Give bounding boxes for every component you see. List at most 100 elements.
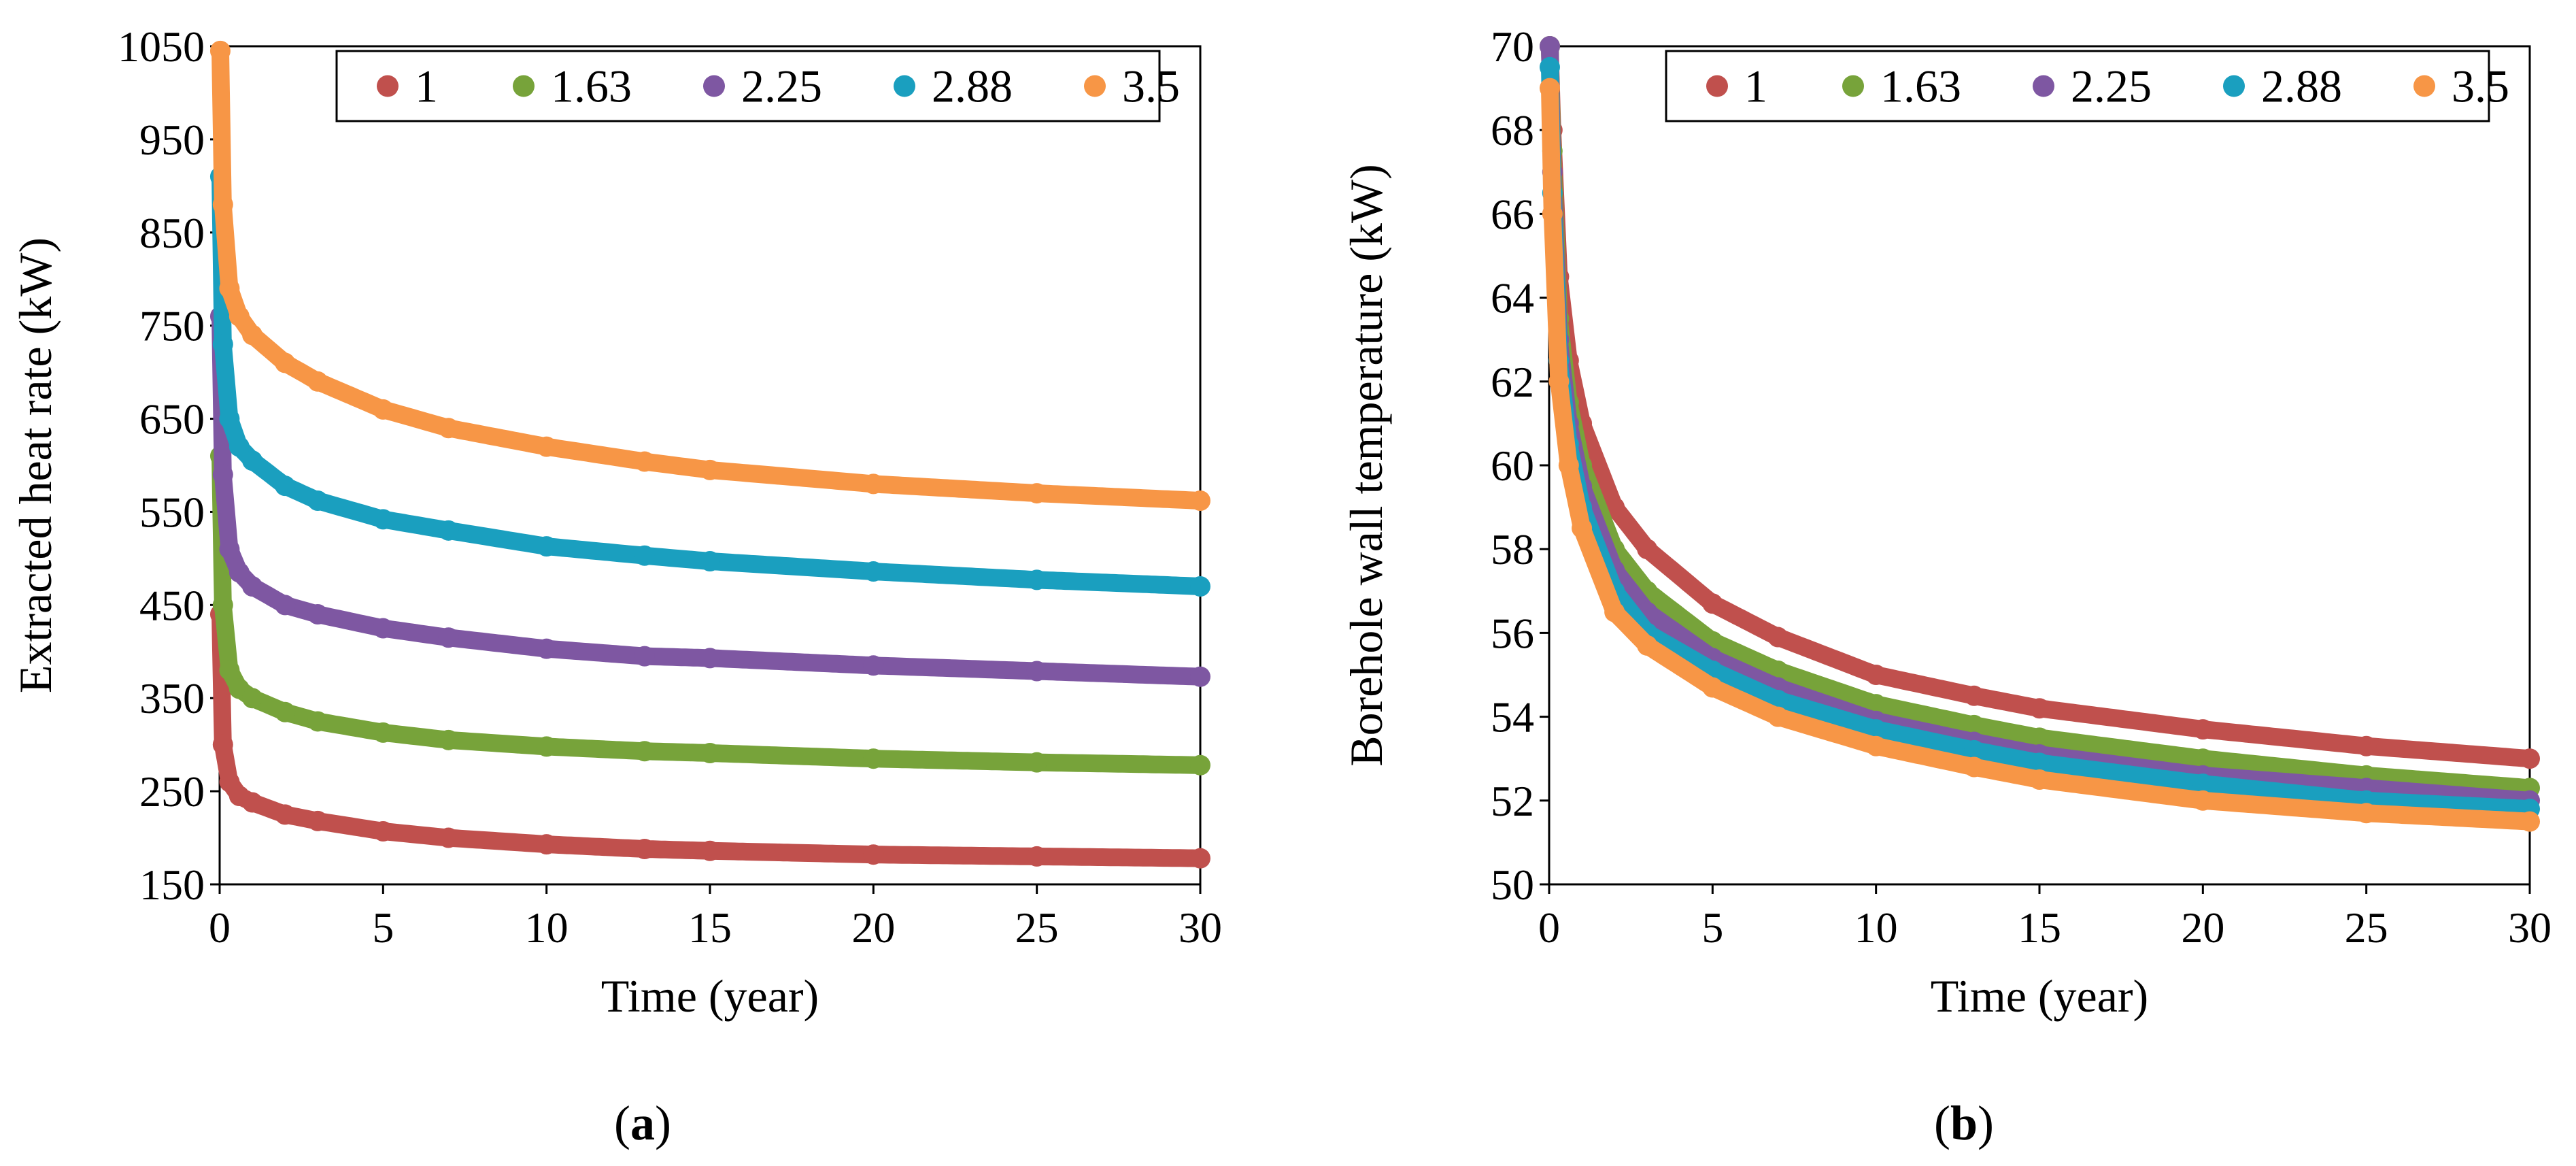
data-point — [2029, 698, 2050, 719]
series-3.5 — [1539, 78, 2540, 832]
legend-marker — [703, 75, 725, 97]
panel-label-a: (a) — [614, 1096, 671, 1150]
y-tick-label: 62 — [1491, 358, 1534, 406]
data-point — [1190, 490, 1210, 512]
series-3.5 — [209, 40, 1210, 512]
data-point — [1865, 694, 1886, 715]
y-tick-label: 50 — [1491, 861, 1534, 909]
data-point — [1539, 56, 1560, 78]
data-point — [2192, 748, 2214, 769]
x-tick-label: 5 — [1701, 903, 1723, 952]
y-tick-label: 64 — [1491, 274, 1534, 322]
legend-label: 1 — [1744, 61, 1767, 112]
x-axis-label: Time (year) — [601, 970, 819, 1022]
x-tick-label: 10 — [525, 903, 569, 952]
data-point — [373, 722, 394, 743]
data-point — [1026, 569, 1047, 590]
data-point — [242, 450, 263, 471]
data-point — [1542, 203, 1563, 224]
data-point — [275, 476, 296, 497]
data-point — [307, 371, 328, 392]
data-point — [307, 604, 328, 625]
data-point — [1026, 752, 1047, 773]
data-point — [1572, 518, 1593, 539]
data-point — [1865, 665, 1886, 685]
data-point — [634, 646, 655, 667]
data-point — [212, 334, 233, 355]
data-point — [275, 352, 296, 373]
data-point — [1767, 706, 1789, 727]
panel-label-b: (b) — [1934, 1096, 1994, 1150]
data-point — [1767, 627, 1789, 648]
data-point — [536, 736, 557, 757]
data-point — [228, 562, 250, 583]
data-point — [863, 473, 884, 495]
data-point — [307, 490, 328, 512]
legend-marker — [1842, 75, 1864, 97]
data-point — [438, 418, 459, 439]
data-point — [2520, 748, 2540, 769]
data-point — [242, 324, 263, 346]
legend-label: 1 — [415, 61, 438, 112]
data-point — [536, 436, 557, 457]
y-tick-label: 250 — [139, 767, 205, 816]
legend-label: 2.88 — [2261, 61, 2342, 112]
data-point — [1539, 36, 1560, 56]
data-point — [536, 834, 557, 855]
data-point — [2356, 735, 2377, 756]
legend-marker — [1084, 75, 1106, 97]
data-point — [373, 509, 394, 530]
data-point — [1190, 666, 1210, 687]
data-point — [1604, 601, 1625, 622]
series-2.88 — [209, 166, 1210, 597]
legend-marker — [2033, 75, 2054, 97]
legend: 1 1.63 2.25 2.88 3.5 — [1665, 50, 2509, 122]
series-1 — [209, 604, 1210, 869]
data-point — [219, 408, 240, 429]
data-point — [1865, 735, 1886, 756]
y-tick-label: 70 — [1491, 22, 1534, 71]
data-point — [307, 810, 328, 831]
data-point — [863, 655, 884, 676]
series-2.25 — [1539, 36, 2540, 811]
data-point — [242, 688, 263, 709]
data-point — [1963, 739, 1984, 761]
y-tick-label: 350 — [139, 674, 205, 722]
legend-marker — [513, 75, 535, 97]
data-point — [219, 660, 240, 681]
data-point — [373, 820, 394, 842]
x-tick-label: 0 — [209, 903, 231, 952]
y-tick-label: 150 — [139, 861, 205, 909]
legend-box — [335, 50, 1161, 122]
legend-marker — [1706, 75, 1728, 97]
data-point — [228, 305, 250, 327]
x-axis-label: Time (year) — [1931, 970, 2148, 1022]
data-point — [863, 561, 884, 582]
data-point — [1637, 539, 1658, 560]
data-point — [700, 648, 720, 669]
legend-marker — [894, 75, 915, 97]
y-tick-label: 850 — [139, 209, 205, 257]
data-point — [209, 40, 231, 61]
data-point — [634, 451, 655, 472]
data-point — [2356, 803, 2377, 824]
data-point — [438, 627, 459, 648]
data-point — [700, 550, 720, 571]
series-line — [211, 167, 1209, 595]
legend-label: 2.88 — [932, 61, 1013, 112]
y-tick-label: 550 — [139, 488, 205, 536]
data-point — [219, 539, 240, 560]
data-point — [634, 741, 655, 762]
data-point — [212, 464, 233, 485]
data-point — [275, 701, 296, 722]
data-point — [2192, 790, 2214, 811]
data-point — [2192, 773, 2214, 795]
legend-label: 3.5 — [1122, 61, 1180, 112]
legend-label: 1.63 — [1880, 61, 1961, 112]
data-point — [1548, 371, 1570, 392]
data-point — [1637, 635, 1658, 656]
y-tick-label: 60 — [1491, 442, 1534, 490]
data-point — [373, 399, 394, 420]
x-tick-label: 10 — [1854, 903, 1898, 952]
data-point — [1190, 848, 1210, 869]
